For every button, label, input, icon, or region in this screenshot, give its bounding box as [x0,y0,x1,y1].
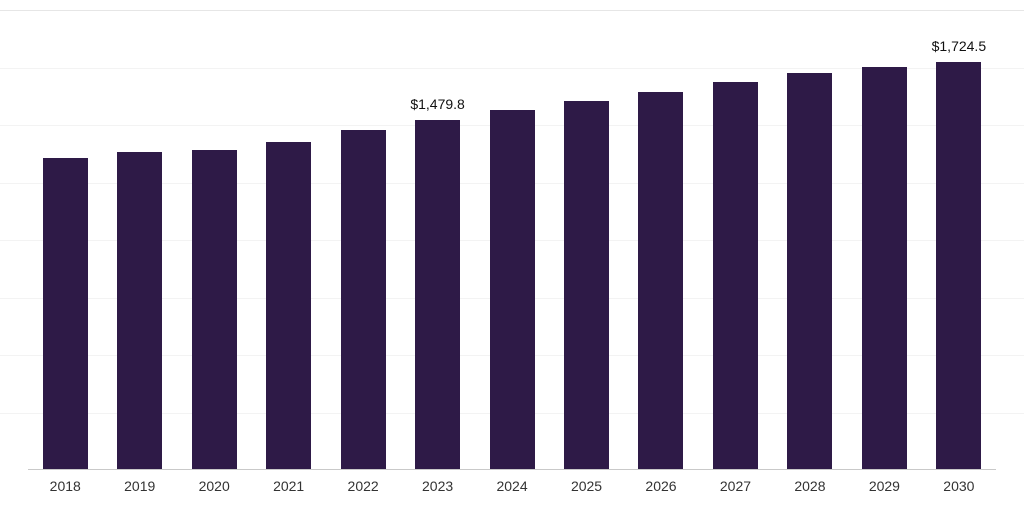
data-label-2023: $1,479.8 [410,96,465,112]
bar-column-2025 [549,10,623,469]
x-tick-2024: 2024 [496,478,528,494]
bar-column-2019 [102,10,176,469]
bar-2026 [638,92,684,469]
bar-column-2021 [251,10,325,469]
x-tick-2023: 2023 [422,478,454,494]
bar-2025 [564,101,610,469]
bar-2030 [936,62,982,469]
bars-container: $1,479.8 $1,724.5 [28,10,996,470]
plot-area: $1,479.8 $1,724.5 [28,10,996,470]
bar-column-2027 [698,10,772,469]
x-tick-2018: 2018 [49,478,81,494]
x-tick-2026: 2026 [645,478,677,494]
bar-column-2029 [847,10,921,469]
bar-column-2028 [773,10,847,469]
gridline [0,67,1024,69]
bar-2029 [861,67,907,469]
bar-column-2020 [177,10,251,469]
bar-2021 [266,142,312,469]
bar-2027 [712,82,758,469]
bar-column-2023: $1,479.8 [400,10,474,469]
x-tick-2020: 2020 [198,478,230,494]
x-tick-2029: 2029 [868,478,900,494]
bar-2024 [489,110,535,469]
bar-column-2026 [624,10,698,469]
bar-column-2018 [28,10,102,469]
x-tick-2028: 2028 [794,478,826,494]
bar-column-2030: $1,724.5 [922,10,996,469]
x-tick-2021: 2021 [273,478,305,494]
x-tick-2025: 2025 [570,478,603,494]
x-tick-2019: 2019 [124,478,156,494]
bar-column-2022 [326,10,400,469]
gridline [0,10,1024,11]
x-tick-2027: 2027 [719,478,752,494]
bar-2019 [117,152,163,469]
bar-2020 [191,150,237,469]
bar-2028 [787,73,833,469]
bar-column-2024 [475,10,549,469]
bar-2022 [340,130,386,469]
x-tick-2030: 2030 [943,478,975,494]
bar-2023 [415,120,461,469]
x-axis-labels: 2018 2019 2020 2021 2022 2023 2024 2025 2026 2027… [28,478,996,494]
data-label-2030: $1,724.5 [931,38,987,54]
x-tick-2022: 2022 [347,478,379,494]
bar-2018 [42,158,88,469]
